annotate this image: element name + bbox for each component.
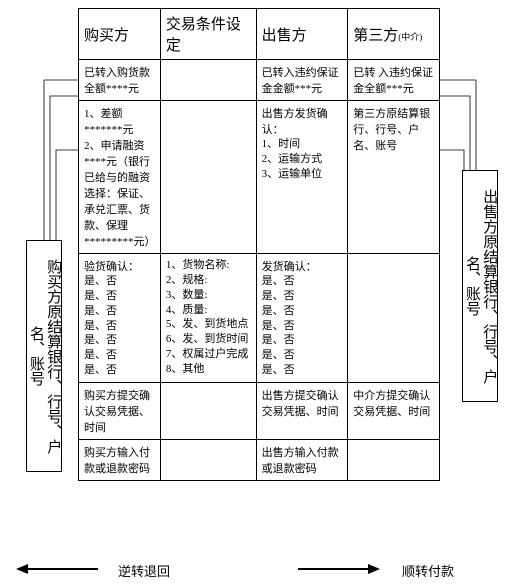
- b-itm-1: 是、否: [84, 289, 155, 304]
- b-itm-6: 是、否: [84, 363, 155, 378]
- s-itm-4: 是、否: [262, 333, 343, 348]
- hdr-terms: 交易条件设定: [160, 9, 256, 60]
- label-reverse-return: 逆转退回: [118, 561, 170, 580]
- t-itm-6: 7、权属过户完成: [166, 347, 251, 362]
- s-itm-2: 是、否: [262, 304, 343, 319]
- submit-terms: [160, 382, 256, 439]
- b-itm-2: 是、否: [84, 304, 155, 319]
- hdr-third-sub: (中介): [398, 32, 422, 42]
- detail-terms: [160, 101, 256, 254]
- t-itm-2: 3、数量:: [166, 288, 251, 303]
- arrow-right-icon: [368, 564, 380, 574]
- arrow-left-line: [26, 568, 98, 570]
- bottom-arrows: 逆转退回 顺转付款: [10, 558, 508, 580]
- deposit-seller: 已转入违约保证金金额***元: [256, 60, 348, 101]
- seller-bank-text: 出售方原结算银行、行号、户名、账号: [463, 177, 498, 395]
- row-submit: 购买方提交确认交易凭据、时间 出售方提交确认交易凭据、时间 中介方提交确认交易凭…: [79, 382, 440, 439]
- row-detail: 1、差额*******元 2、申请融资****元（银行已给与的融资选择：保证、承…: [79, 101, 440, 254]
- s-itm-1: 是、否: [262, 289, 343, 304]
- main-grid: 购买方 交易条件设定 出售方 第三方(中介) 已转入购货款全额****元 已转入…: [78, 8, 440, 481]
- t-itm-7: 8、其他: [166, 362, 251, 377]
- t-itm-3: 4、质量:: [166, 303, 251, 318]
- hdr-seller: 出售方: [256, 9, 348, 60]
- seller-item-2: 2、运输方式: [262, 152, 343, 167]
- b-itm-4: 是、否: [84, 333, 155, 348]
- b-itm-5: 是、否: [84, 348, 155, 363]
- confirm-buyer: 验货确认： 是、否 是、否 是、否 是、否 是、否 是、否 是、否: [79, 254, 161, 383]
- pwd-buyer: 购买方输入付款或退款密码: [79, 439, 161, 480]
- buyer-bank-box: 购买方原结算银行、行号、户名、账号: [26, 240, 62, 472]
- confirm-buyer-head: 验货确认：: [84, 258, 155, 274]
- hdr-third-main: 第三方: [353, 28, 398, 44]
- submit-third: 中介方提交确认交易凭据、时间: [348, 382, 440, 439]
- deposit-terms: [160, 60, 256, 101]
- detail-third: 第三方原结算银行、行号、户名、账号: [348, 101, 440, 254]
- row-confirm: 验货确认： 是、否 是、否 是、否 是、否 是、否 是、否 是、否 1、货物名称…: [79, 254, 440, 383]
- buyer-bank-text: 购买方原结算银行、行号、户名、账号: [27, 247, 62, 465]
- seller-item-1: 1、时间: [262, 137, 343, 152]
- confirm-terms: 1、货物名称: 2、规格: 3、数量: 4、质量: 5、发、到货地点 6、发、到…: [160, 254, 256, 383]
- confirm-seller: 发货确认： 是、否 是、否 是、否 是、否 是、否 是、否 是、否: [256, 254, 348, 383]
- b-itm-0: 是、否: [84, 274, 155, 289]
- s-itm-0: 是、否: [262, 274, 343, 289]
- header-row: 购买方 交易条件设定 出售方 第三方(中介): [79, 9, 440, 60]
- s-itm-5: 是、否: [262, 348, 343, 363]
- submit-buyer: 购买方提交确认交易凭据、时间: [79, 382, 161, 439]
- pwd-third: [348, 439, 440, 480]
- t-itm-1: 2、规格:: [166, 273, 251, 288]
- hdr-buyer: 购买方: [79, 9, 161, 60]
- label-forward-pay: 顺转付款: [402, 561, 454, 580]
- confirm-third: [348, 254, 440, 383]
- b-itm-3: 是、否: [84, 319, 155, 334]
- deposit-third: 已转 入违约保证金全额***元: [348, 60, 440, 101]
- row-password: 购买方输入付款或退款密码 出售方输入付款或退款密码: [79, 439, 440, 480]
- t-itm-0: 1、货物名称:: [166, 258, 251, 273]
- submit-seller: 出售方提交确认交易凭据、时间: [256, 382, 348, 439]
- arrow-right-line: [298, 568, 370, 570]
- confirm-seller-head: 发货确认：: [262, 258, 343, 274]
- detail-seller-head: 出售方发货确认：: [262, 105, 343, 137]
- detail-seller: 出售方发货确认： 1、时间 2、运输方式 3、运输单位: [256, 101, 348, 254]
- pwd-seller: 出售方输入付款或退款密码: [256, 439, 348, 480]
- hdr-third: 第三方(中介): [348, 9, 440, 60]
- s-itm-3: 是、否: [262, 319, 343, 334]
- seller-item-3: 3、运输单位: [262, 167, 343, 182]
- t-itm-4: 5、发、到货地点: [166, 317, 251, 332]
- deposit-buyer: 已转入购货款全额****元: [79, 60, 161, 101]
- s-itm-6: 是、否: [262, 363, 343, 378]
- pwd-terms: [160, 439, 256, 480]
- row-deposit: 已转入购货款全额****元 已转入违约保证金金额***元 已转 入违约保证金全额…: [79, 60, 440, 101]
- detail-buyer: 1、差额*******元 2、申请融资****元（银行已给与的融资选择：保证、承…: [79, 101, 161, 254]
- t-itm-5: 6、发、到货时间: [166, 332, 251, 347]
- seller-bank-box: 出售方原结算银行、行号、户名、账号: [462, 170, 498, 402]
